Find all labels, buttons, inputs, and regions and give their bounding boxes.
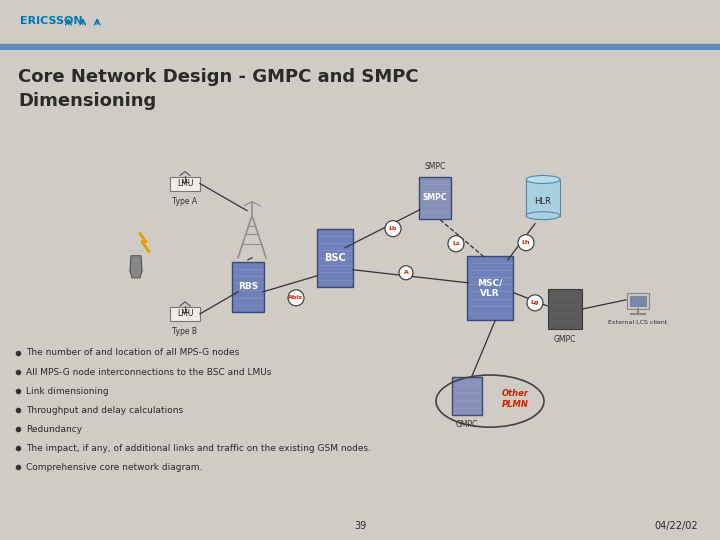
Circle shape	[448, 235, 464, 252]
Text: Redundancy: Redundancy	[26, 424, 82, 434]
Text: MSC/
VLR: MSC/ VLR	[477, 278, 503, 298]
Circle shape	[399, 266, 413, 280]
Text: GMPC: GMPC	[554, 335, 576, 344]
Ellipse shape	[526, 176, 560, 184]
Text: Link dimensioning: Link dimensioning	[26, 387, 109, 396]
Text: Type A: Type A	[172, 197, 197, 206]
Text: Ls: Ls	[452, 241, 460, 246]
FancyBboxPatch shape	[232, 262, 264, 312]
Text: The number of and location of all MPS-G nodes: The number of and location of all MPS-G …	[26, 348, 239, 357]
Text: BSC: BSC	[324, 253, 346, 263]
Text: The impact, if any, of additional links and traffic on the existing GSM nodes.: The impact, if any, of additional links …	[26, 444, 371, 453]
Text: Dimensioning: Dimensioning	[18, 92, 156, 110]
Text: Core Network Design - GMPC and SMPC: Core Network Design - GMPC and SMPC	[18, 68, 418, 86]
Text: SMPC: SMPC	[424, 161, 446, 171]
Text: Lg: Lg	[531, 300, 539, 305]
Text: External LCS client: External LCS client	[608, 320, 667, 325]
Text: Lb: Lb	[389, 226, 397, 231]
Text: 39: 39	[354, 521, 366, 531]
Text: Abis: Abis	[289, 295, 304, 300]
Text: LMU: LMU	[177, 309, 193, 319]
FancyBboxPatch shape	[419, 177, 451, 219]
Circle shape	[385, 221, 401, 237]
Text: Lh: Lh	[522, 240, 530, 245]
Circle shape	[527, 295, 543, 311]
Text: ERICSSON: ERICSSON	[20, 16, 83, 26]
FancyBboxPatch shape	[170, 177, 200, 191]
Ellipse shape	[526, 212, 560, 220]
FancyBboxPatch shape	[548, 289, 582, 329]
Bar	[0, 44, 720, 50]
FancyBboxPatch shape	[317, 228, 353, 287]
Circle shape	[518, 235, 534, 251]
Text: GMPC: GMPC	[456, 420, 478, 429]
FancyBboxPatch shape	[630, 296, 646, 306]
Text: Comprehensive core network diagram.: Comprehensive core network diagram.	[26, 463, 202, 472]
FancyBboxPatch shape	[627, 293, 649, 309]
Text: A: A	[404, 271, 408, 275]
Text: All MPS-G node interconnections to the BSC and LMUs: All MPS-G node interconnections to the B…	[26, 368, 271, 376]
Text: SMPC: SMPC	[423, 193, 447, 202]
Text: Throughput and delay calculations: Throughput and delay calculations	[26, 406, 183, 415]
FancyBboxPatch shape	[452, 377, 482, 415]
Text: Other
PLMN: Other PLMN	[502, 389, 528, 409]
FancyBboxPatch shape	[170, 307, 200, 321]
Polygon shape	[130, 256, 142, 278]
Text: Type B: Type B	[173, 327, 197, 336]
Text: 04/22/02: 04/22/02	[654, 521, 698, 531]
FancyBboxPatch shape	[526, 179, 560, 215]
Circle shape	[288, 290, 304, 306]
Text: LMU: LMU	[177, 179, 193, 188]
Text: HLR: HLR	[534, 197, 552, 206]
Text: RBS: RBS	[238, 282, 258, 291]
FancyBboxPatch shape	[467, 256, 513, 320]
